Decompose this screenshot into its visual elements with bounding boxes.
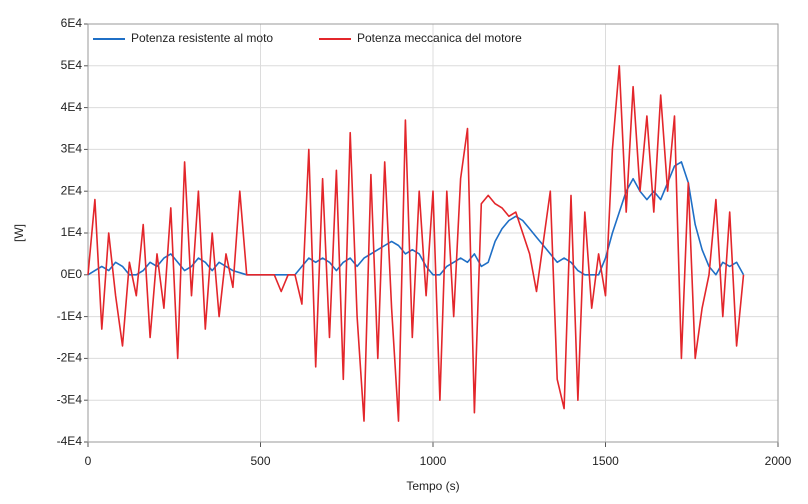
y-tick-label: 3E4 [61, 142, 83, 156]
y-axis-label: [W] [12, 224, 26, 242]
x-tick-label: 1500 [592, 454, 619, 468]
y-tick-label: 6E4 [61, 16, 83, 30]
y-tick-label: -3E4 [57, 392, 83, 406]
x-tick-label: 0 [85, 454, 92, 468]
plot-frame [87, 23, 779, 443]
y-tick-label: 4E4 [61, 100, 83, 114]
y-tick-label: -4E4 [57, 434, 83, 448]
y-tick-label: -1E4 [57, 309, 83, 323]
legend-label: Potenza resistente al moto [131, 31, 273, 45]
x-tick-label: 500 [250, 454, 270, 468]
y-tick-label: 1E4 [61, 225, 83, 239]
x-tick-label: 1000 [420, 454, 447, 468]
x-tick-label: 2000 [765, 454, 792, 468]
series-line [87, 65, 745, 422]
y-tick-label: 0E0 [61, 267, 83, 281]
x-axis-label: Tempo (s) [406, 479, 459, 493]
y-tick-label: 2E4 [61, 183, 83, 197]
y-tick-label: 5E4 [61, 58, 83, 72]
y-tick-label: -2E4 [57, 351, 83, 365]
legend-label: Potenza meccanica del motore [357, 31, 522, 45]
